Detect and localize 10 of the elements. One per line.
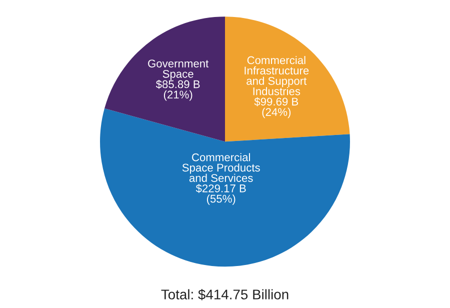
slice-label: Government Space: [148, 60, 209, 80]
data-label: $99.69 B (24%): [254, 97, 298, 118]
pie-slice: [100, 108, 350, 267]
data-label: $229.17 B (55%): [196, 184, 246, 205]
data-label: $85.89 B (21%): [156, 80, 200, 101]
slice-label: Commercial Infrastructure and Support Industries: [244, 56, 309, 96]
text: Total: $414.75 Billion: [161, 288, 288, 300]
pie-slice: [225, 16, 350, 142]
slice-label: Commercial Space Products and Services: [182, 153, 260, 182]
pie-slice: [104, 16, 225, 142]
